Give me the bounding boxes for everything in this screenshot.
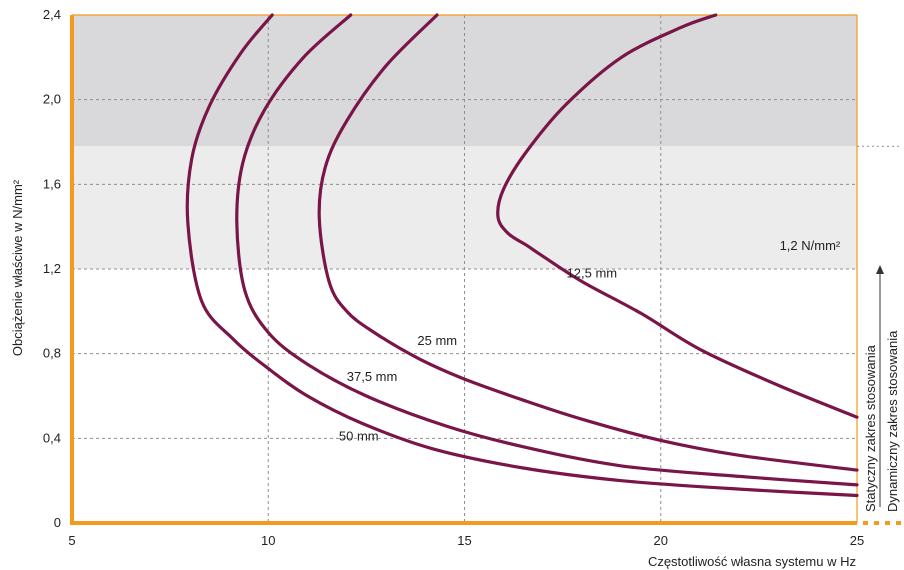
curve-label: 37,5 mm	[347, 369, 398, 384]
x-tick-label: 10	[261, 533, 275, 548]
x-tick-label: 5	[68, 533, 75, 548]
y-tick-label: 1,2	[43, 261, 61, 276]
curves	[185, 13, 859, 498]
tick-labels: 5 10 15 20 25 0 0,4 0,8 1,2 1,6 2,0 2,4	[43, 7, 864, 548]
x-tick-label: 20	[654, 533, 668, 548]
plot-frame	[70, 14, 902, 525]
x-tick-label: 15	[457, 533, 471, 548]
curve-3	[185, 13, 859, 498]
static-range-label: Statyczny zakres stosowania	[863, 344, 878, 512]
curve-1	[317, 13, 859, 472]
curve-label: 25 mm	[417, 333, 457, 348]
y-tick-label: 2,0	[43, 92, 61, 107]
y-axis-title: Obciążenie właściwe w N/mm²	[10, 179, 25, 356]
band-label: 1,2 N/mm²	[780, 238, 841, 253]
y-tick-label: 0,4	[43, 430, 61, 445]
range-arrowhead	[876, 265, 884, 274]
curve-2	[235, 13, 859, 487]
x-axis-title: Częstotliwość własna systemu w Hz	[648, 554, 856, 569]
y-tick-label: 2,4	[43, 7, 61, 22]
curve-label: 12,5 mm	[567, 265, 618, 280]
y-tick-label: 1,6	[43, 176, 61, 191]
curve-labels: 12,5 mm 25 mm 37,5 mm 50 mm	[339, 265, 617, 443]
curve-label: 50 mm	[339, 428, 379, 443]
annotations	[857, 145, 902, 507]
dynamic-range-label: Dynamiczny zakres stosowania	[885, 330, 900, 512]
curve-0	[496, 13, 859, 419]
y-tick-label: 0	[54, 515, 61, 530]
x-tick-label: 25	[850, 533, 864, 548]
y-tick-label: 0,8	[43, 346, 61, 361]
